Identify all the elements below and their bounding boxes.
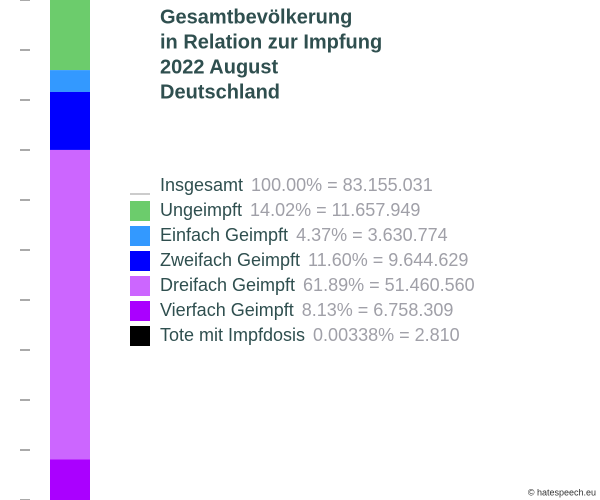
bar-segment (50, 149, 90, 460)
legend-name: Ungeimpft (160, 200, 242, 220)
legend-entry: Insgesamt 100.00% = 83.155.031 (160, 175, 433, 195)
legend-swatch (130, 326, 150, 346)
chart-title: 2022 August (160, 56, 279, 78)
legend-swatch (130, 301, 150, 321)
legend-name: Vierfach Geimpft (160, 300, 294, 320)
legend-name: Insgesamt (160, 175, 243, 195)
legend-swatch (130, 226, 150, 246)
bar-segment (50, 459, 90, 500)
legend-value: 0.00338% = 2.810 (313, 325, 460, 345)
legend-entry: Zweifach Geimpft 11.60% = 9.644.629 (160, 250, 468, 270)
legend-name: Dreifach Geimpft (160, 275, 295, 295)
legend-value: 4.37% = 3.630.774 (296, 225, 448, 245)
chart-title: Deutschland (160, 81, 280, 103)
legend-swatch (130, 251, 150, 271)
legend-value: 61.89% = 51.460.560 (303, 275, 475, 295)
credit: © hatespeech.eu (528, 487, 596, 497)
bar-segment (50, 0, 90, 71)
legend-swatch (130, 201, 150, 221)
bar-segment (50, 70, 90, 92)
legend-name: Tote mit Impfdosis (160, 325, 305, 345)
legend-swatch (130, 276, 150, 296)
legend-entry: Vierfach Geimpft 8.13% = 6.758.309 (160, 300, 453, 320)
legend-entry: Dreifach Geimpft 61.89% = 51.460.560 (160, 275, 475, 295)
legend-name: Zweifach Geimpft (160, 250, 300, 270)
legend-value: 100.00% = 83.155.031 (251, 175, 433, 195)
bar-segment (50, 91, 90, 150)
legend-entry: Tote mit Impfdosis 0.00338% = 2.810 (160, 325, 460, 345)
legend-entry: Einfach Geimpft 4.37% = 3.630.774 (160, 225, 448, 245)
legend-entry: Ungeimpft 14.02% = 11.657.949 (160, 200, 420, 220)
legend-name: Einfach Geimpft (160, 225, 288, 245)
legend-value: 14.02% = 11.657.949 (250, 200, 420, 220)
legend-value: 8.13% = 6.758.309 (302, 300, 454, 320)
chart-title: in Relation zur Impfung (160, 31, 382, 53)
legend-value: 11.60% = 9.644.629 (308, 250, 468, 270)
chart-title: Gesamtbevölkerung (160, 6, 352, 28)
